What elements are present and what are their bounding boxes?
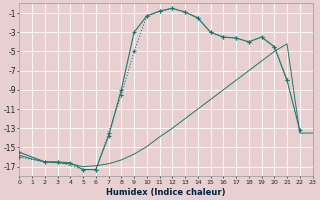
X-axis label: Humidex (Indice chaleur): Humidex (Indice chaleur) <box>106 188 226 197</box>
